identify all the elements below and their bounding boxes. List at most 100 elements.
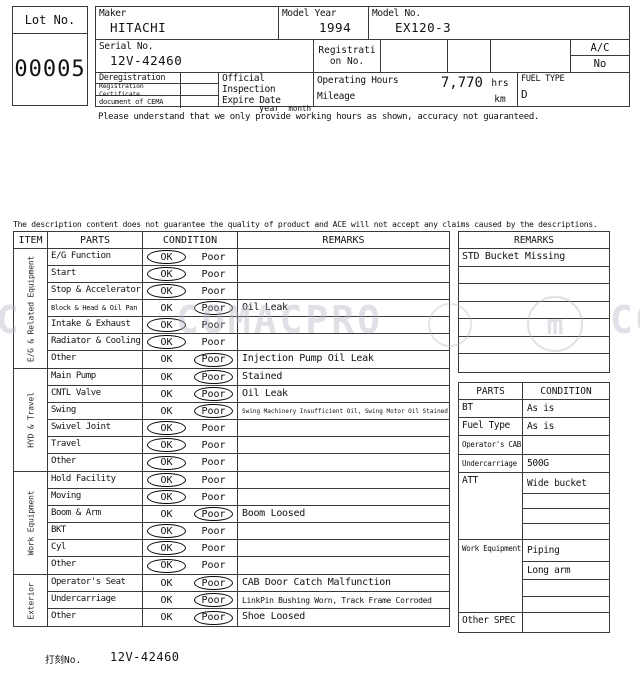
machine-header-table: Maker HITACHI Model Year 1994 Model No. … xyxy=(95,6,630,114)
condition-ok-slot: OK xyxy=(143,317,190,333)
spec-condition-value: 500G xyxy=(527,458,549,469)
condition-ok-circled: OK xyxy=(147,524,186,538)
parts-name: Boom & Arm xyxy=(48,506,143,522)
condition-poor-slot: Poor xyxy=(190,557,237,574)
maker-value: HITACHI xyxy=(110,20,167,35)
condition-ok-circled: OK xyxy=(147,267,186,281)
condition-cell: OK Poor xyxy=(143,523,238,539)
inspection-group-rows: Hold Facility OK Poor Moving OK Poor Boom & Ar… xyxy=(48,472,449,574)
side-remark-row xyxy=(459,267,609,284)
spec-group: Operator's CAB xyxy=(459,436,609,455)
remark-text: Oil Leak xyxy=(242,302,288,313)
official-inspection-cell: Official Inspection Expire Date year mon… xyxy=(219,73,314,114)
condition-poor-slot: Poor xyxy=(190,403,237,419)
condition-poor: Poor xyxy=(201,474,226,486)
condition-poor-slot: Poor xyxy=(190,300,237,316)
remark-text: Swing Machinery Insufficient Oil, Swing … xyxy=(242,408,448,415)
spec-group: ATT Wide bucket xyxy=(459,473,609,540)
condition-ok-slot: OK xyxy=(143,334,190,350)
condition-ok-circled: OK xyxy=(147,318,186,332)
remark-text xyxy=(238,420,449,436)
remark-text: LinkPin Bushing Worn, Track Frame Corrod… xyxy=(242,596,432,605)
condition-poor: Poor xyxy=(201,542,226,554)
condition-ok-circled: OK xyxy=(147,541,186,555)
remark-text: Boom Loosed xyxy=(242,508,305,519)
condition-poor-slot: Poor xyxy=(190,506,237,522)
spec-conditions xyxy=(523,613,609,632)
table-row: Swing OK Poor Swing Machinery Insufficient … xyxy=(48,403,449,420)
table-row: Stop & Accelerator OK Poor xyxy=(48,283,449,300)
condition-poor-slot: Poor xyxy=(190,472,237,488)
condition-poor-slot: Poor xyxy=(190,386,237,402)
condition-ok-circled: OK xyxy=(147,250,186,264)
mileage-value xyxy=(427,89,483,106)
condition-poor-circled: Poor xyxy=(194,370,233,384)
condition-cell: OK Poor xyxy=(143,557,238,574)
condition-cell: OK Poor xyxy=(143,351,238,368)
parts-name: Travel xyxy=(48,437,143,453)
condition-cell: OK Poor xyxy=(143,369,238,385)
spec-table-header: PARTS CONDITION xyxy=(459,383,609,400)
remark-text xyxy=(238,283,449,299)
table-row: Other OK Poor Shoe Loosed xyxy=(48,609,449,626)
condition-ok: OK xyxy=(160,612,173,623)
condition-ok-slot: OK xyxy=(143,575,190,591)
ac-cell: A/C No xyxy=(571,40,629,73)
condition-poor: Poor xyxy=(201,525,226,537)
condition-poor-circled: Poor xyxy=(194,507,233,521)
condition-poor-circled: Poor xyxy=(194,593,233,607)
condition-ok-slot: OK xyxy=(143,420,190,436)
spec-condition-value: Long arm xyxy=(523,562,609,580)
parts-name: Main Pump xyxy=(48,369,143,385)
condition-ok-circled: OK xyxy=(147,558,186,573)
condition-poor-circled: Poor xyxy=(194,387,233,401)
spec-parts-name: Fuel Type xyxy=(459,418,523,435)
spec-group: Work Equipment Piping Long arm xyxy=(459,540,609,613)
parts-name: Other xyxy=(48,351,143,368)
parts-name: Radiator & Cooling xyxy=(48,334,143,350)
condition-ok-slot: OK xyxy=(143,506,190,522)
inspection-group: Work Equipment Hold Facility OK Poor Moving O… xyxy=(14,472,449,575)
condition-poor: Poor xyxy=(201,439,226,451)
condition-poor-slot: Poor xyxy=(190,317,237,333)
mileage-label: Mileage xyxy=(317,91,355,102)
registration-empty-cell-2 xyxy=(448,40,491,73)
model-no-label: Model No. xyxy=(372,8,421,19)
condition-ok: OK xyxy=(160,371,173,383)
condition-poor: Poor xyxy=(201,336,226,348)
side-remark-row xyxy=(459,284,609,302)
table-row: BKT OK Poor xyxy=(48,523,449,540)
operating-hours-cell: Operating Hours 7,770 hrs Mileage km xyxy=(314,73,518,106)
certificate-row: Registration Certificate xyxy=(96,82,218,98)
parts-name: Undercarriage xyxy=(48,592,143,608)
registration-empty-cell-1 xyxy=(381,40,448,73)
condition-poor: Poor xyxy=(201,268,226,280)
spec-condition-value xyxy=(523,494,609,509)
document-of-cema-check-cell xyxy=(181,96,218,108)
condition-poor-slot: Poor xyxy=(190,523,237,539)
condition-cell: OK Poor xyxy=(143,386,238,402)
table-row: Travel OK Poor xyxy=(48,437,449,454)
condition-ok-slot: OK xyxy=(143,523,190,539)
group-label: E/G & Related Equipment xyxy=(26,255,35,362)
remark-text: Injection Pump Oil Leak xyxy=(242,353,374,364)
condition-poor-slot: Poor xyxy=(190,454,237,471)
parts-name: Stop & Accelerator xyxy=(48,283,143,299)
condition-poor-slot: Poor xyxy=(190,437,237,453)
condition-ok-slot: OK xyxy=(143,283,190,299)
maker-label: Maker xyxy=(99,8,127,19)
remark-text xyxy=(238,437,449,453)
registration-certificate-label: Registration Certificate xyxy=(96,82,181,98)
table-row: Swivel Joint OK Poor xyxy=(48,420,449,437)
parts-name: Start xyxy=(48,266,143,282)
registration-empty-cell-3 xyxy=(491,40,571,73)
condition-poor: Poor xyxy=(201,560,226,571)
spec-condition-value: Piping xyxy=(523,540,609,562)
certificate-row: document of CEMA xyxy=(96,96,218,108)
condition-ok-slot: OK xyxy=(143,249,190,265)
condition-ok-slot: OK xyxy=(143,266,190,282)
registration-no-label: Registration No. xyxy=(318,44,376,67)
condition-ok-circled: OK xyxy=(147,421,186,435)
inspection-table-header: ITEM PARTS CONDITION REMARKS xyxy=(14,232,449,249)
spec-group: BT As is xyxy=(459,400,609,418)
